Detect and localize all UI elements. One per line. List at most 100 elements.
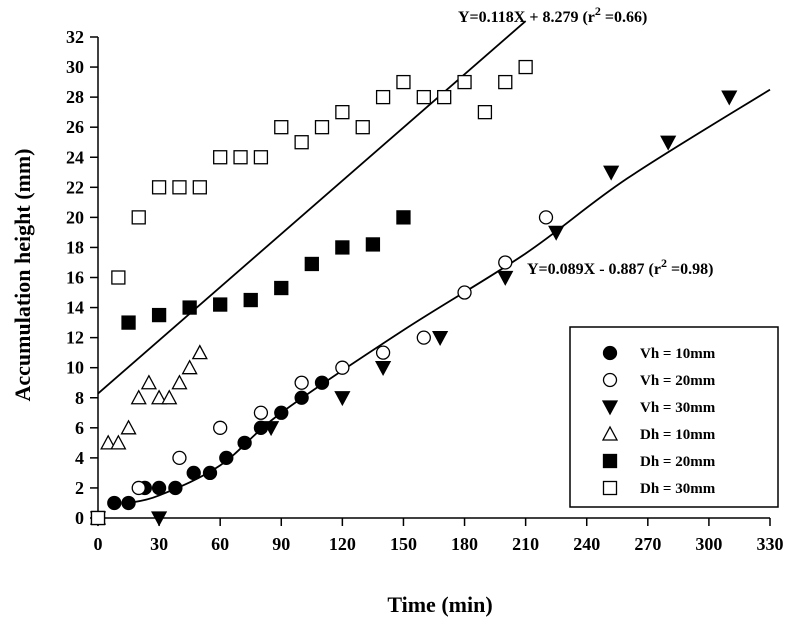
y-axis-title: Accumulation height (mm) [10,149,35,402]
y-tick-label: 30 [66,57,84,77]
data-point [518,59,533,75]
y-tick-label: 24 [66,147,84,167]
legend-marker [601,400,619,416]
data-point [375,361,392,377]
series-2 [90,210,554,526]
data-point [274,120,289,135]
data-point [603,165,620,181]
data-point [182,300,197,315]
data-point [172,180,187,195]
data-point [365,237,381,252]
trendline-2 [128,88,771,504]
y-tick-label: 22 [66,177,84,197]
data-point [213,297,228,312]
legend-label: Dh = 10mm [640,427,716,443]
data-point [131,480,146,496]
data-point [168,480,183,496]
y-tick-label: 32 [66,27,84,47]
y-tick-label: 18 [66,237,84,257]
data-point [294,135,309,150]
data-point [498,74,513,90]
data-point [151,180,167,195]
x-tick-label: 60 [211,534,229,554]
x-tick-label: 30 [150,534,168,554]
data-point [253,405,269,420]
series-1 [90,375,330,526]
data-point [161,389,178,405]
y-tick-label: 28 [66,87,84,107]
data-point [457,74,472,90]
series-5 [90,210,411,526]
x-tick-label: 210 [512,534,539,554]
x-axis-ticks: 0 30 60 90 120 150 180 210 240 270 300 330 [94,518,784,554]
data-point [335,105,350,120]
data-point [121,315,136,330]
trendline-2-equation: Y=0.089X - 0.887 (r2 =0.98) [527,256,713,278]
data-point [202,465,218,481]
data-point [334,391,351,407]
legend-marker [602,345,618,361]
data-point [274,280,289,296]
data-point [253,150,269,165]
data-point [213,420,228,435]
data-point [233,150,248,165]
legend-marker [602,453,618,469]
legend-label: Vh = 20mm [640,373,716,389]
y-tick-label: 20 [66,207,84,227]
data-point [191,344,208,360]
data-point [437,89,452,105]
series-6 [90,59,533,526]
data-point [477,105,493,120]
data-point [263,421,280,437]
legend-label: Vh = 10mm [640,346,716,362]
data-point [140,374,157,390]
data-point [355,120,370,135]
y-tick-label: 8 [75,388,84,408]
data-point [498,255,513,270]
data-point [294,390,309,405]
data-point [396,74,411,90]
data-point [660,135,677,151]
data-point [186,465,201,481]
data-point [192,180,207,195]
x-tick-label: 270 [634,534,661,554]
data-point [130,389,147,405]
x-tick-label: 240 [573,534,600,554]
data-point [151,511,168,527]
data-point [90,510,106,526]
data-point [213,150,228,165]
data-point [721,90,738,106]
data-point [294,375,309,390]
x-tick-label: 90 [272,534,290,554]
legend-label: Vh = 30mm [640,400,716,416]
data-point [100,434,117,450]
legend: Vh = 10mm Vh = 20mm Vh = 30mm Dh = 10mm Dh =… [569,326,779,508]
data-point [314,120,330,135]
data-point [274,405,289,420]
data-point [237,435,252,450]
legend-label: Dh = 20mm [640,454,716,470]
x-tick-label: 0 [94,534,103,554]
y-tick-label: 12 [66,328,84,348]
data-points [89,59,738,527]
data-point [131,210,146,225]
data-point [335,240,350,255]
trendlines [97,20,771,504]
data-point [181,359,198,375]
y-tick-label: 14 [66,298,84,318]
data-point [396,210,411,225]
legend-label: Dh = 30mm [640,481,716,497]
x-axis-title: Time (min) [387,592,492,617]
data-point [243,292,258,308]
data-point [304,256,319,272]
legend-marker [601,425,619,441]
data-point [151,307,167,323]
data-point [375,345,391,360]
data-point [172,450,187,466]
trendline-1 [97,20,527,395]
data-point [120,419,137,435]
y-tick-label: 2 [75,478,84,498]
data-point [219,450,234,466]
